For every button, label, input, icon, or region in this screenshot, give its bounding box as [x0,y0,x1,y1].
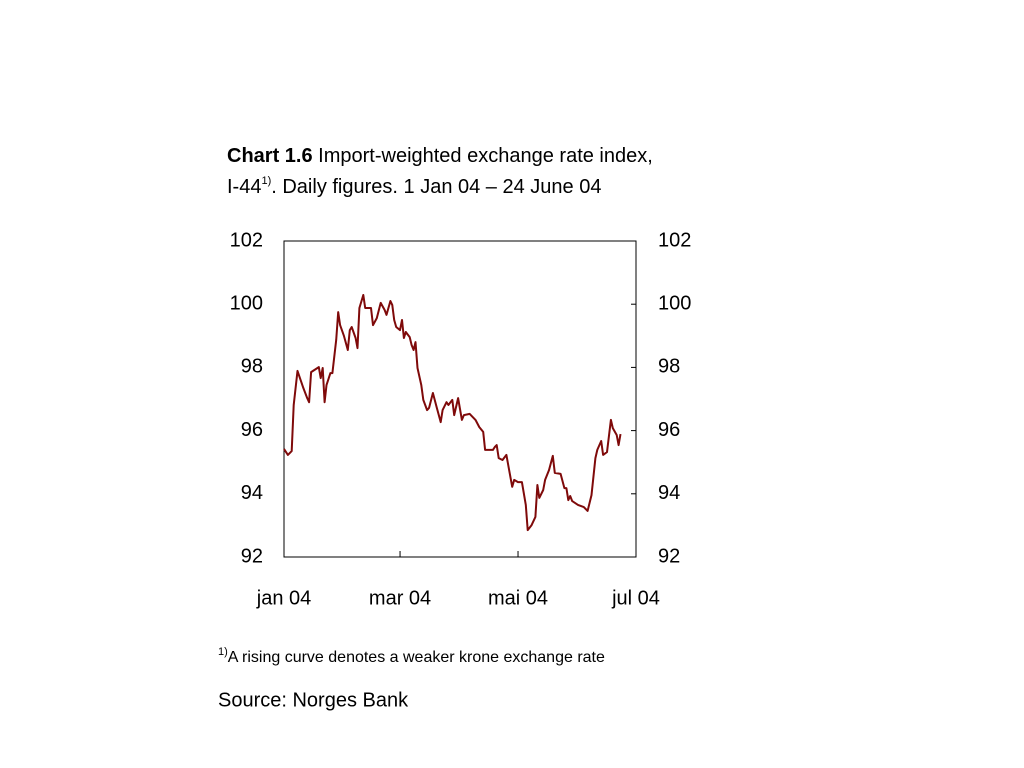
y-tick-label: 94 [241,482,263,504]
y-tick-label: 102 [230,229,263,251]
footnote-sup: 1) [218,646,228,658]
y2-tick-label: 100 [658,292,691,314]
title-line2: I-44 [227,176,261,198]
plot-frame [283,240,637,558]
footnote: 1)A rising curve denotes a weaker krone … [218,646,605,666]
y2-tick-label: 94 [658,482,680,504]
x-tick-label: mar 04 [369,587,431,609]
x-tick-label: jul 04 [611,587,660,609]
y-tick-label: 98 [241,356,263,378]
title-label: Chart 1.6 [227,145,313,167]
y2-tick-label: 96 [658,419,680,441]
source: Source: Norges Bank [218,689,409,711]
chart-title: Chart 1.6 Import-weighted exchange rate … [227,145,653,167]
chart-title-2: I-441). Daily figures. 1 Jan 04 – 24 Jun… [227,175,601,198]
x-tick-label: jan 04 [256,587,312,609]
y-tick-label: 92 [241,545,263,567]
x-tick-label: mai 04 [488,587,548,609]
title-rest: . Daily figures. 1 Jan 04 – 24 June 04 [271,176,601,198]
title-line1: Import-weighted exchange rate index, [318,145,653,167]
y2-tick-label: 102 [658,229,691,251]
y-tick-label: 100 [230,292,263,314]
title-sup: 1) [261,175,271,187]
y2-tick-label: 92 [658,545,680,567]
y-tick-label: 96 [241,419,263,441]
footnote-text: A rising curve denotes a weaker krone ex… [228,649,605,666]
data-line [283,294,622,532]
y2-tick-label: 98 [658,356,680,378]
